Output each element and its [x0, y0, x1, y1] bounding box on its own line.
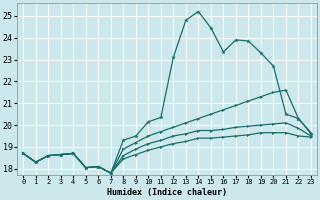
X-axis label: Humidex (Indice chaleur): Humidex (Indice chaleur)	[107, 188, 227, 197]
